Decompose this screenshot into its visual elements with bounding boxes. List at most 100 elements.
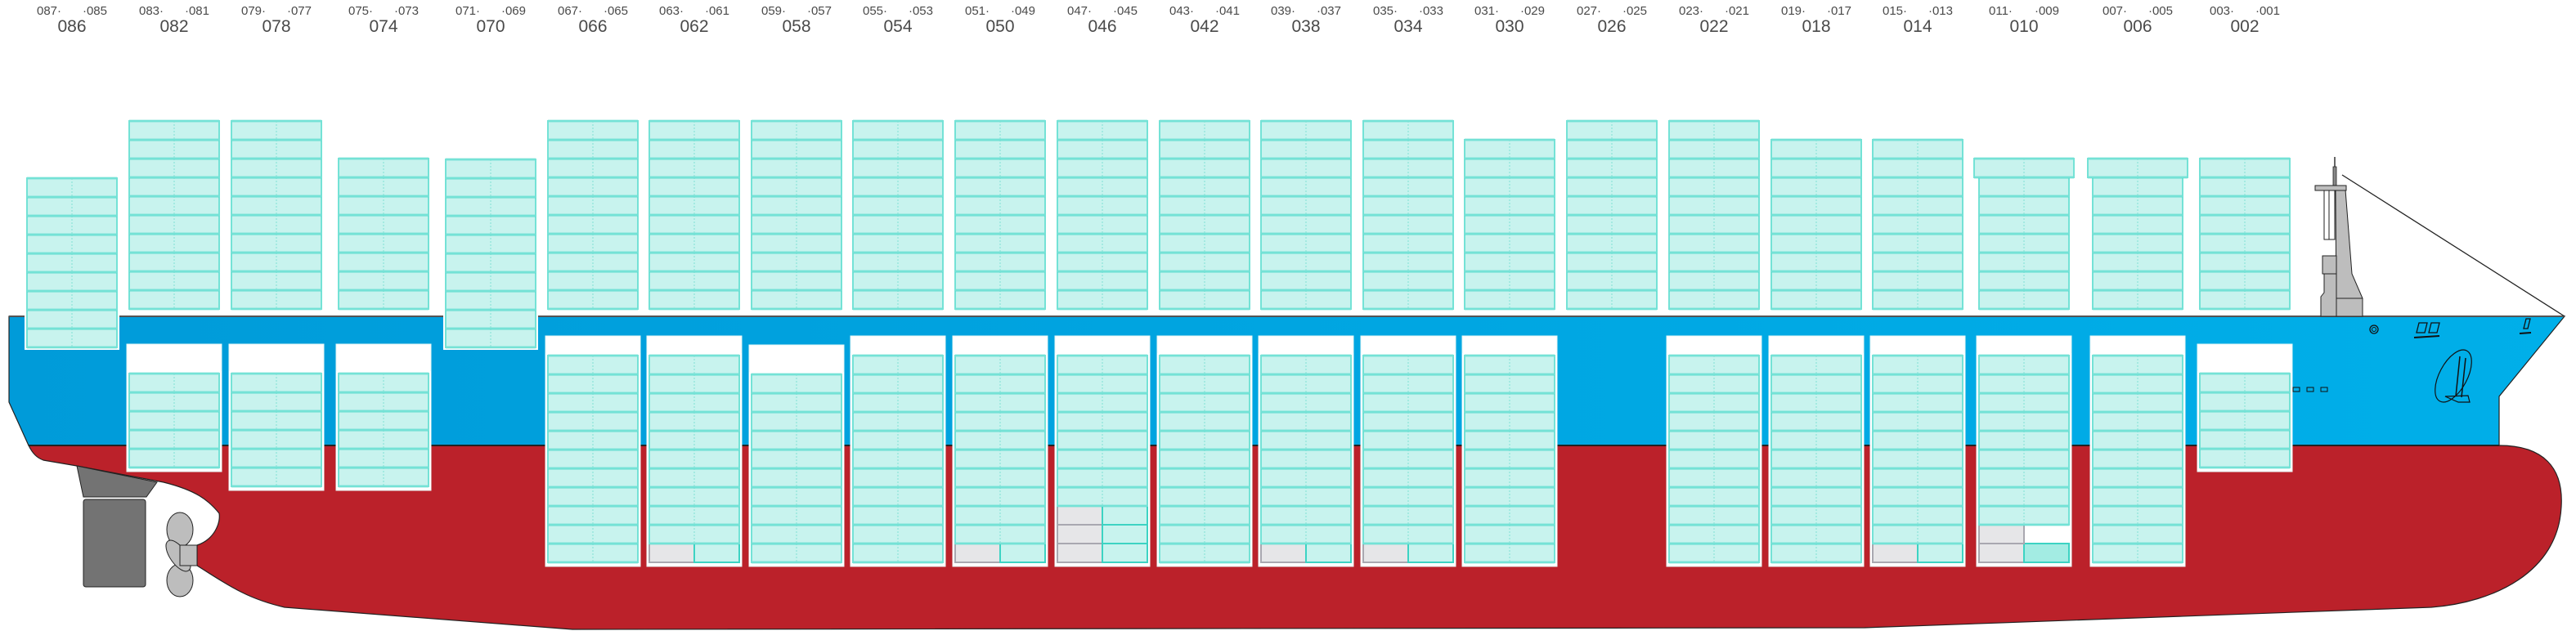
container-slot [797, 487, 841, 506]
bay-number-label: 058 [782, 17, 810, 36]
container-slot [548, 121, 593, 140]
container-slot [649, 412, 694, 431]
container-slot [1873, 374, 1918, 393]
container-slot [231, 468, 276, 486]
container-slot [1510, 431, 1555, 450]
container-slot [649, 450, 694, 468]
bay-number-label: 066 [578, 17, 607, 36]
container-slot [129, 374, 174, 392]
container-slot [1000, 121, 1045, 140]
container-slot [2200, 234, 2245, 253]
container-slot [649, 506, 694, 525]
bay-left-label: 027· [1577, 4, 1601, 18]
container-slot [1771, 253, 1816, 271]
container-slot [276, 253, 321, 271]
container-slot [384, 159, 429, 177]
container-slot [1873, 177, 1918, 196]
container-slot [1000, 450, 1045, 468]
container-slot [1873, 431, 1918, 450]
bay-number-label: 054 [883, 17, 912, 36]
container-slot [752, 159, 797, 177]
container-slot [129, 177, 174, 196]
container-slot [1205, 356, 1250, 374]
container-slot [2024, 412, 2069, 431]
container-slot [1057, 177, 1102, 196]
container-slot [1669, 290, 1714, 309]
container-slot [2024, 271, 2069, 290]
container-slot [1873, 140, 1918, 159]
container-slot [1510, 177, 1555, 196]
container-slot [1363, 525, 1408, 544]
container-slot [898, 450, 943, 468]
container-slot [231, 392, 276, 411]
bay-number-label: 046 [1088, 17, 1116, 36]
container-slot [1363, 431, 1408, 450]
container-slot [1160, 159, 1205, 177]
bay-number-label: 022 [1699, 17, 1728, 36]
deck-stack [1361, 119, 1456, 311]
container-slot [752, 393, 797, 412]
container-slot [231, 159, 276, 177]
empty-slot [1872, 543, 1919, 563]
deck-stack [127, 119, 222, 311]
deck-stack [2197, 156, 2292, 311]
container-slot [1979, 468, 2024, 487]
container-slot [955, 525, 1000, 544]
container-slot [2093, 544, 2138, 562]
container-slot [1669, 177, 1714, 196]
container-slot [1102, 393, 1147, 412]
container-slot [1306, 196, 1351, 215]
container-slot [2200, 159, 2245, 177]
container-slot [1873, 525, 1918, 544]
container-slot [1465, 544, 1510, 562]
container-slot [1160, 253, 1205, 271]
container-slot [955, 450, 1000, 468]
container-slot [1669, 450, 1714, 468]
container-slot [1102, 431, 1147, 450]
container-slot [1205, 450, 1250, 468]
container-slot [1816, 374, 1861, 393]
container-slot [1261, 525, 1306, 544]
container-slot [1918, 468, 1963, 487]
container-slot [548, 544, 593, 562]
container-slot [1771, 234, 1816, 253]
container-slot [129, 253, 174, 271]
container-slot [752, 177, 797, 196]
container-slot [2093, 487, 2138, 506]
container-slot [129, 196, 174, 215]
container-slot [276, 430, 321, 449]
container-slot [1873, 468, 1918, 487]
container-slot [853, 525, 898, 544]
container-slot [649, 253, 694, 271]
container-slot [1306, 177, 1351, 196]
container-slot [72, 178, 117, 197]
container-slot [1816, 468, 1861, 487]
container-slot [1669, 215, 1714, 234]
container-slot [1465, 431, 1510, 450]
container-slot [752, 196, 797, 215]
container-slot [955, 356, 1000, 374]
container-slot [2024, 196, 2069, 215]
bay-number-label: 018 [1802, 17, 1830, 36]
container-slot [1000, 177, 1045, 196]
container-slot [1057, 393, 1102, 412]
container-slot [898, 177, 943, 196]
bay-right-label: ·005 [2148, 4, 2173, 18]
container-slot [2138, 450, 2183, 468]
container-slot [27, 329, 72, 347]
container-slot [797, 544, 841, 562]
container-slot [1873, 506, 1918, 525]
container-slot [898, 393, 943, 412]
container-slot [1816, 159, 1861, 177]
container-slot [694, 506, 739, 525]
container-slot [1057, 290, 1102, 309]
container-slot [1567, 234, 1612, 253]
container-slot [1261, 506, 1306, 525]
container-slot [1612, 121, 1657, 140]
container-slot [1160, 431, 1205, 450]
container-slot [384, 430, 429, 449]
container-slot [2138, 468, 2183, 487]
